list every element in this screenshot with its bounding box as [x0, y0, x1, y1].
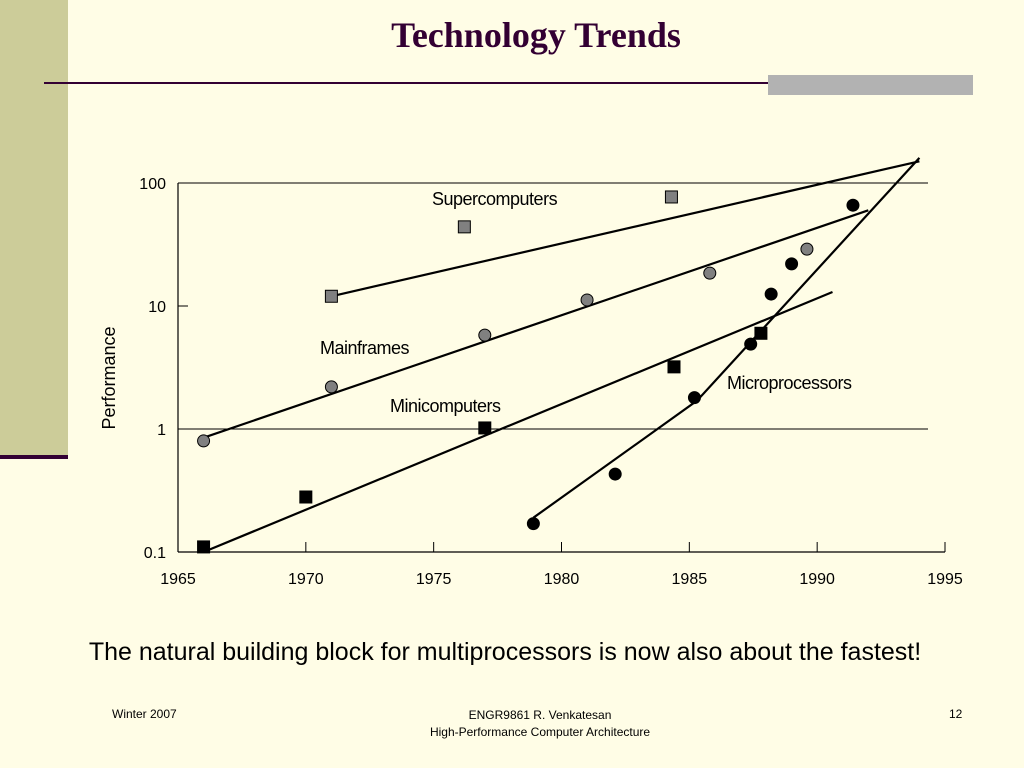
trend-line-supercomputers: [331, 160, 920, 298]
slide-title: Technology Trends: [391, 15, 681, 55]
marker-microprocessors: [764, 287, 778, 301]
sidebar-rule: [0, 455, 68, 459]
marker-mainframes: [478, 328, 492, 342]
marker-supercomputers: [324, 289, 338, 303]
marker-mainframes: [580, 293, 594, 307]
marker-microprocessors: [846, 198, 860, 212]
x-tick-label: 1985: [672, 571, 708, 588]
series-label-microprocessors: Microprocessors: [727, 373, 852, 393]
trend-line-mainframes: [203, 209, 869, 439]
marker-minicomputers: [299, 490, 313, 504]
footer-course: ENGR9861 R. Venkatesan High-Performance …: [340, 707, 740, 741]
marker-supercomputers: [457, 220, 471, 234]
page-number: 12: [949, 707, 963, 721]
series-label-mainframes: Mainframes: [320, 338, 410, 358]
footer-course-line1: ENGR9861 R. Venkatesan: [468, 708, 612, 722]
x-tick-label: 1995: [927, 571, 963, 588]
marker-minicomputers: [667, 360, 681, 374]
marker-microprocessors: [687, 391, 701, 405]
marker-mainframes: [800, 242, 814, 256]
x-tick-label: 1970: [288, 571, 324, 588]
decorative-bar: [768, 75, 973, 95]
marker-mainframes: [197, 434, 211, 448]
series-label-minicomputers: Minicomputers: [390, 396, 501, 416]
series-label-supercomputers: Supercomputers: [432, 189, 558, 209]
x-tick-label: 1965: [160, 571, 196, 588]
marker-mainframes: [324, 380, 338, 394]
title-divider: [44, 82, 973, 84]
y-tick-label: 100: [139, 176, 166, 193]
marker-microprocessors: [608, 467, 622, 481]
x-tick-label: 1975: [416, 571, 452, 588]
y-tick-label: 1: [157, 422, 166, 439]
y-tick-label: 0.1: [144, 545, 166, 562]
marker-minicomputers: [197, 540, 211, 554]
x-tick-label: 1990: [799, 571, 835, 588]
marker-mainframes: [703, 266, 717, 280]
marker-microprocessors: [526, 517, 540, 531]
y-tick-label: 10: [148, 299, 166, 316]
sidebar-accent: [0, 0, 68, 455]
slide-caption: The natural building block for multiproc…: [88, 638, 922, 666]
y-axis-label: Performance: [99, 326, 119, 429]
footer-course-line2: High-Performance Computer Architecture: [429, 725, 651, 739]
footer-date: Winter 2007: [112, 707, 177, 721]
marker-supercomputers: [664, 190, 678, 204]
x-tick-label: 1980: [544, 571, 580, 588]
marker-minicomputers: [478, 421, 492, 435]
trend-line-minicomputers: [203, 290, 833, 554]
marker-microprocessors: [785, 257, 799, 271]
marker-minicomputers: [754, 326, 768, 340]
marker-microprocessors: [744, 337, 758, 351]
